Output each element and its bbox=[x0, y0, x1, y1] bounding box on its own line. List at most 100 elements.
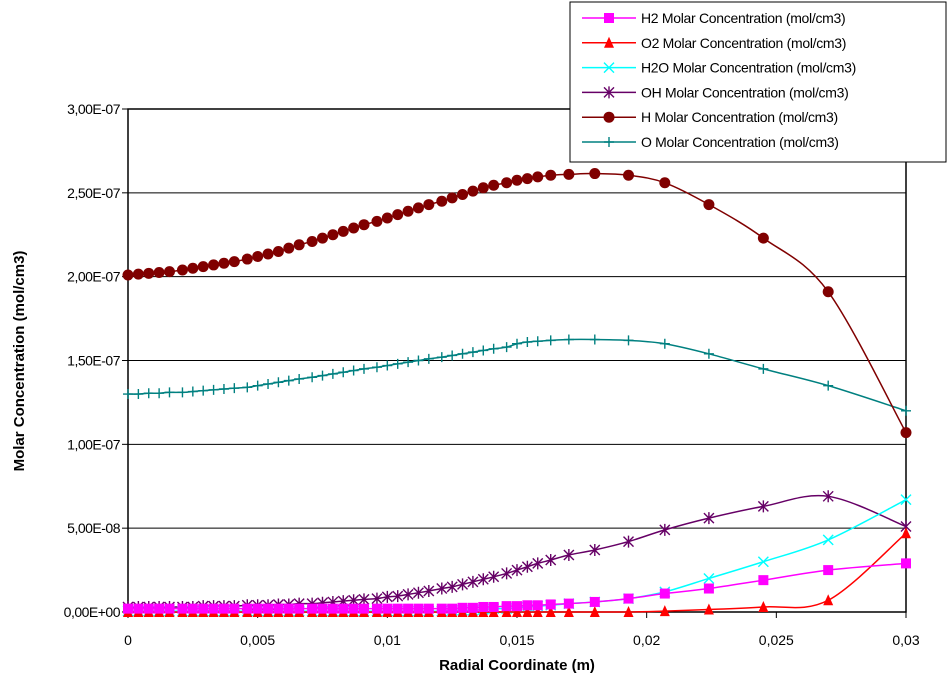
data-point bbox=[822, 534, 834, 546]
y-tick-label: 1,50E-07 bbox=[67, 353, 121, 369]
data-point bbox=[229, 383, 240, 394]
data-point bbox=[532, 171, 544, 183]
data-point bbox=[198, 603, 209, 614]
data-point bbox=[423, 199, 435, 211]
data-point bbox=[122, 269, 134, 281]
data-point bbox=[512, 601, 522, 612]
data-point bbox=[563, 334, 574, 345]
data-point bbox=[413, 603, 424, 614]
data-point bbox=[522, 606, 533, 617]
legend-label: OH Molar Concentration (mol/cm3) bbox=[641, 84, 848, 100]
data-point bbox=[263, 378, 274, 389]
data-point bbox=[457, 189, 469, 201]
data-point bbox=[382, 603, 393, 614]
legend-item: H Molar Concentration (mol/cm3) bbox=[582, 109, 838, 125]
data-point bbox=[392, 603, 403, 614]
data-point bbox=[603, 62, 615, 74]
data-point bbox=[823, 565, 834, 576]
data-point bbox=[208, 384, 219, 395]
data-point bbox=[337, 225, 349, 237]
data-point bbox=[143, 388, 154, 399]
data-point bbox=[623, 535, 635, 548]
data-point bbox=[143, 603, 154, 614]
data-point bbox=[228, 256, 240, 268]
data-point bbox=[338, 603, 349, 614]
data-point bbox=[447, 603, 458, 614]
data-point bbox=[412, 586, 424, 599]
data-point bbox=[823, 594, 834, 606]
data-point bbox=[604, 137, 614, 147]
data-point bbox=[901, 558, 911, 569]
data-point bbox=[659, 338, 670, 349]
data-point bbox=[242, 382, 253, 393]
y-axis-ticks: 0,00E+00 5,00E-08 1,00E-07 1,50E-07 2,00E-07… bbox=[64, 101, 128, 620]
data-point bbox=[477, 573, 489, 586]
data-point bbox=[623, 606, 634, 617]
data-point bbox=[703, 583, 714, 594]
data-point bbox=[358, 219, 370, 231]
data-point bbox=[381, 212, 393, 224]
data-point bbox=[252, 603, 263, 614]
data-point bbox=[589, 596, 600, 607]
data-point bbox=[229, 603, 240, 614]
series-line bbox=[128, 494, 907, 608]
data-point bbox=[423, 585, 435, 598]
data-point bbox=[154, 388, 165, 399]
data-point bbox=[522, 337, 533, 348]
data-point bbox=[273, 377, 284, 388]
legend: H2 Molar Concentration (mol/cm3) O2 Molar… bbox=[569, 1, 947, 163]
data-point bbox=[132, 268, 144, 280]
data-point bbox=[501, 601, 512, 612]
data-point bbox=[589, 606, 600, 617]
data-point bbox=[283, 603, 294, 614]
data-point bbox=[187, 386, 198, 397]
y-tick-label: 0,00E+00 bbox=[64, 604, 121, 620]
data-point bbox=[604, 13, 614, 23]
data-point bbox=[348, 365, 359, 376]
data-point bbox=[589, 543, 601, 556]
legend-item: O Molar Concentration (mol/cm3) bbox=[582, 134, 839, 150]
data-point bbox=[413, 355, 424, 366]
data-point bbox=[623, 593, 634, 604]
data-point bbox=[623, 335, 634, 346]
data-point bbox=[703, 512, 715, 525]
data-point bbox=[187, 603, 198, 614]
data-point bbox=[563, 168, 575, 180]
data-point bbox=[133, 603, 144, 614]
legend-label: H2O Molar Concentration (mol/cm3) bbox=[641, 60, 856, 76]
data-point bbox=[532, 600, 543, 611]
data-point bbox=[521, 560, 533, 573]
data-point bbox=[307, 372, 318, 383]
data-point bbox=[338, 367, 349, 378]
data-point bbox=[163, 266, 175, 278]
data-point bbox=[403, 357, 414, 368]
data-point bbox=[153, 266, 165, 278]
series-square bbox=[123, 558, 911, 614]
data-point bbox=[382, 360, 393, 371]
data-point bbox=[317, 603, 328, 614]
data-point bbox=[758, 575, 769, 586]
legend-label: H2 Molar Concentration (mol/cm3) bbox=[641, 10, 845, 26]
series-line bbox=[127, 172, 907, 433]
legend-label: O Molar Concentration (mol/cm3) bbox=[641, 134, 839, 150]
data-point bbox=[403, 603, 414, 614]
series-circle bbox=[122, 168, 912, 439]
series-group bbox=[122, 168, 912, 617]
data-point bbox=[477, 182, 489, 194]
data-point bbox=[358, 603, 369, 614]
data-point bbox=[123, 603, 133, 614]
data-point bbox=[402, 588, 414, 601]
gridlines bbox=[128, 192, 906, 529]
data-point bbox=[488, 601, 499, 612]
data-point bbox=[263, 603, 274, 614]
data-point bbox=[293, 239, 305, 251]
data-point bbox=[273, 603, 284, 614]
data-point bbox=[143, 267, 155, 279]
legend-item: H2 Molar Concentration (mol/cm3) bbox=[582, 10, 846, 26]
data-point bbox=[511, 564, 523, 577]
data-point bbox=[154, 603, 165, 614]
legend-box bbox=[569, 1, 947, 163]
data-point bbox=[283, 375, 294, 386]
data-point bbox=[306, 235, 318, 247]
data-point bbox=[901, 527, 911, 539]
